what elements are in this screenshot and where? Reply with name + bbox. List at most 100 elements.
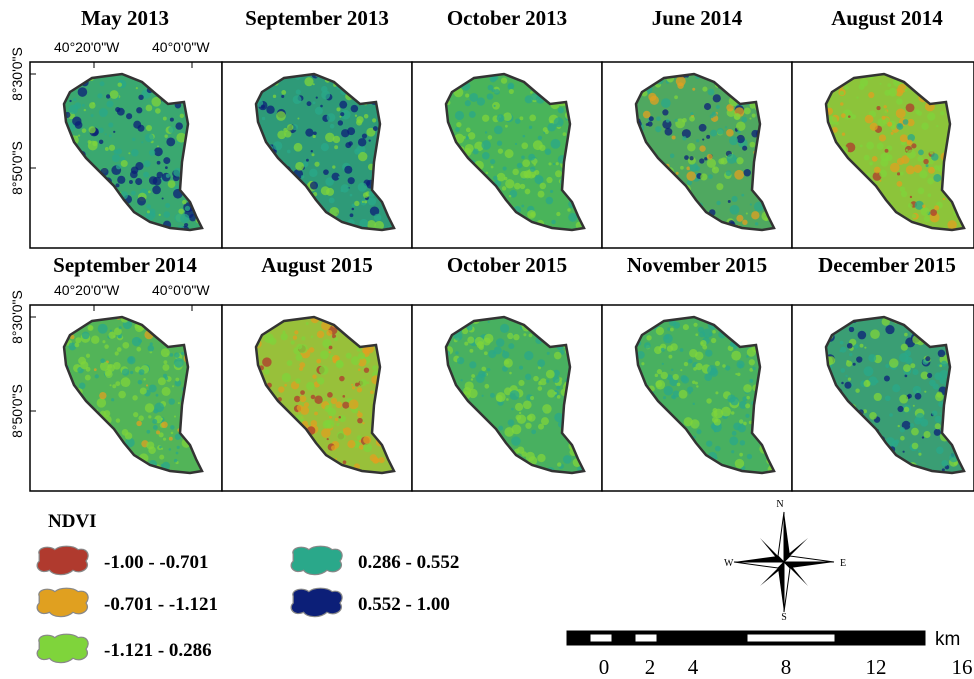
ndvi-patch [668, 355, 672, 359]
ndvi-patch [372, 118, 376, 122]
ndvi-patch [550, 190, 553, 193]
ndvi-patch [82, 332, 90, 340]
ndvi-patch [145, 403, 154, 412]
ndvi-patch [85, 375, 91, 381]
ndvi-patch [700, 173, 707, 180]
ndvi-patch [82, 104, 85, 107]
ndvi-patch [695, 351, 704, 360]
ndvi-patch [164, 134, 167, 137]
ndvi-patch [264, 369, 270, 375]
map-panel [602, 305, 792, 491]
ndvi-patch [738, 424, 746, 432]
ndvi-patch [287, 124, 293, 130]
ndvi-patch [164, 360, 168, 364]
ndvi-patch [908, 203, 913, 208]
ndvi-patch [664, 386, 673, 395]
ndvi-patch [465, 93, 469, 97]
latitude-label: 8°30'0"S [9, 47, 25, 101]
ndvi-patch [184, 223, 188, 227]
ndvi-patch [130, 171, 138, 179]
ndvi-patch [343, 460, 347, 464]
map-panel [222, 62, 412, 248]
ndvi-patch [840, 102, 844, 106]
ndvi-patch [338, 176, 340, 178]
ndvi-patch [747, 454, 752, 459]
ndvi-patch [553, 163, 555, 165]
ndvi-patch [672, 135, 676, 139]
ndvi-patch [647, 121, 652, 126]
ndvi-patch [152, 419, 157, 424]
panel-title: August 2015 [261, 253, 372, 277]
ndvi-patch [877, 143, 884, 150]
ndvi-patch [530, 212, 535, 217]
ndvi-patch [729, 136, 738, 145]
ndvi-patch [929, 150, 933, 154]
ndvi-patch [521, 155, 525, 159]
ndvi-patch [104, 344, 108, 348]
ndvi-patch [463, 136, 466, 139]
ndvi-patch [175, 122, 182, 129]
map-panel [30, 305, 222, 491]
ndvi-patch [465, 136, 469, 140]
ndvi-patch [528, 414, 536, 422]
ndvi-patch [849, 353, 853, 357]
ndvi-patch [89, 126, 96, 133]
ndvi-patch [906, 149, 908, 151]
ndvi-patch [492, 102, 500, 110]
ndvi-patch [523, 333, 526, 336]
ndvi-patch [125, 432, 132, 439]
ndvi-patch [567, 208, 570, 211]
ndvi-patch [501, 77, 507, 83]
ndvi-patch [494, 346, 502, 354]
ndvi-patch [372, 365, 377, 370]
latitude-label: 8°50'0"S [9, 384, 25, 438]
ndvi-patch [726, 129, 734, 137]
ndvi-patch [93, 102, 95, 104]
ndvi-patch [896, 123, 903, 130]
ndvi-patch [293, 95, 302, 104]
ndvi-patch [78, 87, 88, 97]
ndvi-patch [844, 382, 851, 389]
ndvi-patch [140, 387, 147, 394]
ndvi-patch [933, 174, 941, 182]
ndvi-patch [168, 127, 174, 133]
ndvi-patch [563, 132, 567, 136]
ndvi-patch [897, 181, 903, 187]
ndvi-patch [671, 395, 675, 399]
ndvi-patch [358, 352, 365, 359]
ndvi-patch [518, 380, 524, 386]
ndvi-patch [351, 105, 359, 113]
ndvi-patch [313, 83, 315, 85]
ndvi-patch [136, 347, 141, 352]
ndvi-patch [737, 373, 740, 376]
ndvi-patch [530, 396, 534, 400]
ndvi-patch [320, 350, 329, 359]
ndvi-patch [346, 353, 352, 359]
ndvi-patch [100, 358, 105, 363]
ndvi-patch [746, 396, 750, 400]
ndvi-patch [334, 337, 338, 341]
longitude-label: 40°0'0"W [152, 39, 210, 55]
ndvi-patch [354, 201, 359, 206]
ndvi-patch [928, 193, 932, 197]
ndvi-patch [525, 452, 534, 461]
ndvi-patch [368, 197, 377, 206]
ndvi-patch [684, 155, 689, 160]
ndvi-patch [546, 177, 552, 183]
ndvi-patch [702, 139, 704, 141]
ndvi-patch [901, 344, 908, 351]
figure: N S E W May 2013September 2013October 20… [0, 0, 974, 679]
ndvi-patch [313, 131, 317, 135]
ndvi-patch [853, 363, 856, 366]
ndvi-patch [676, 76, 686, 86]
ndvi-patch [840, 91, 844, 95]
ndvi-patch [884, 105, 887, 108]
ndvi-patch [299, 362, 305, 368]
ndvi-patch [363, 443, 372, 452]
ndvi-patch [69, 105, 78, 114]
ndvi-patch [855, 389, 859, 393]
ndvi-patch [548, 162, 551, 165]
ndvi-patch [143, 378, 146, 381]
ndvi-patch [913, 405, 915, 407]
ndvi-patch [169, 398, 175, 404]
